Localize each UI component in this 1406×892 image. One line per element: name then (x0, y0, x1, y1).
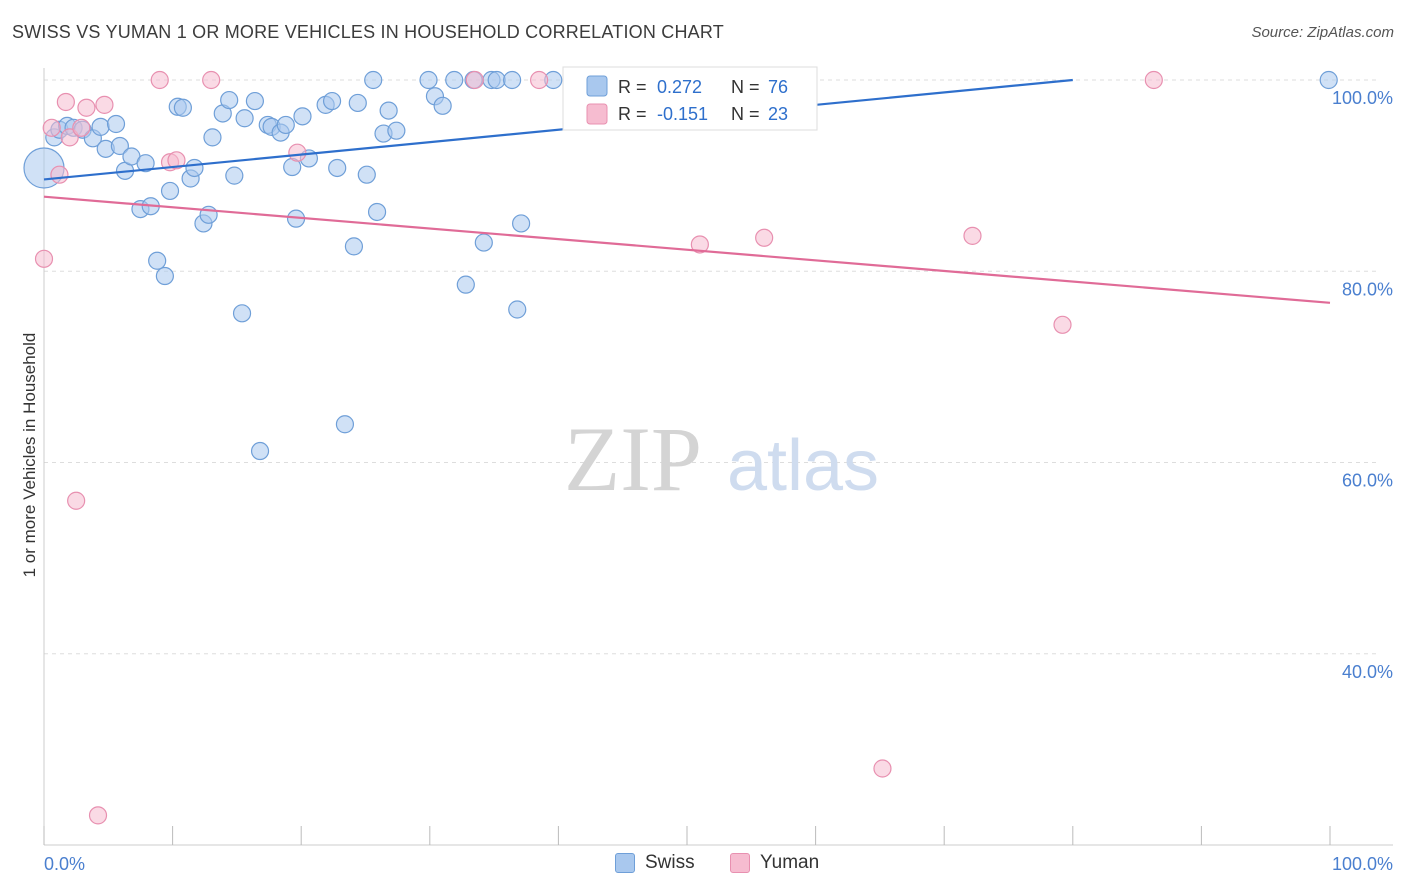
swiss-point-42 (322, 91, 342, 111)
bottom-legend: Swiss Yuman (0, 850, 1406, 880)
watermark: ZIP atlas (564, 408, 879, 510)
chart-title: SWISS VS YUMAN 1 OR MORE VEHICLES IN HOU… (12, 22, 724, 42)
yuman-point-6 (72, 118, 91, 137)
yuman-point-0 (34, 249, 54, 268)
yuman-point-21 (1053, 315, 1072, 334)
yuman-point-9 (95, 95, 114, 114)
legend-swatch-yuman-bottom (730, 853, 750, 873)
legend-label-swiss: Swiss (645, 852, 695, 873)
swiss-point-30 (235, 109, 254, 128)
legend-row-swiss: R = 0.272 N = 76 (586, 75, 788, 97)
swiss-point-44 (335, 415, 355, 434)
yuman-point-18 (755, 228, 774, 247)
swiss-point-64 (512, 214, 531, 233)
yuman-point-16 (530, 70, 549, 90)
yuman-point-8 (88, 806, 108, 825)
legend-item-swiss: Swiss (615, 852, 695, 874)
watermark-zip: ZIP (564, 408, 702, 510)
swiss-point-32 (250, 441, 270, 461)
swiss-point-22 (185, 158, 204, 178)
swiss-point-17 (155, 266, 174, 286)
x-tick-label-0: 0.0% (44, 854, 85, 874)
yuman-point-19 (873, 759, 892, 778)
yuman-point-20 (963, 226, 982, 245)
legend-swatch-yuman (586, 103, 608, 125)
swiss-point-51 (379, 101, 398, 120)
legend-n-value-yuman: 23 (768, 104, 788, 124)
yuman-point-15 (465, 70, 484, 90)
y-tick-label-40: 40.0% (1342, 662, 1393, 682)
swiss-point-28 (225, 166, 244, 185)
swiss-point-59 (474, 233, 493, 252)
swiss-point-61 (487, 70, 506, 90)
swiss-point-10 (110, 136, 129, 156)
yuman-point-2 (50, 165, 69, 184)
yuman-point-10 (150, 70, 169, 90)
swiss-point-25 (203, 128, 222, 147)
swiss-point-48 (364, 70, 383, 90)
yuman-point-13 (202, 70, 221, 90)
swiss-point-53 (419, 70, 438, 90)
swiss-point-27 (220, 90, 239, 110)
swiss-trend-line (43, 78, 1073, 181)
yuman-point-14 (288, 143, 307, 162)
yuman-point-22 (1144, 70, 1163, 90)
yuman-point-7 (77, 98, 96, 117)
swiss-point-18 (160, 181, 180, 201)
x-tick-label-100: 100.0% (1332, 854, 1393, 874)
yuman-trend-line (43, 195, 1331, 304)
y-tick-label-100: 100.0% (1332, 88, 1393, 108)
legend-n-label-yuman: N = (731, 104, 760, 124)
grid-lines (44, 79, 1380, 655)
trend-lines (43, 78, 1331, 304)
swiss-point-52 (387, 121, 406, 140)
legend-swatch-swiss (586, 75, 608, 97)
swiss-point-31 (245, 91, 265, 111)
swiss-point-75 (1319, 70, 1338, 90)
legend-r-value-yuman: -0.151 (657, 104, 708, 124)
yuman-point-1 (42, 118, 61, 137)
swiss-point-45 (344, 237, 364, 256)
y-axis-label: 1 or more Vehicles in Household (20, 333, 39, 578)
yuman-point-12 (167, 151, 186, 170)
yuman-point-17 (690, 235, 709, 254)
legend-n-label-swiss: N = (731, 77, 760, 97)
swiss-point-63 (508, 300, 527, 319)
swiss-point-46 (348, 93, 367, 113)
watermark-atlas: atlas (727, 426, 879, 506)
legend-r-label-swiss: R = (618, 77, 647, 97)
yuman-point-3 (56, 92, 75, 112)
swiss-point-29 (232, 304, 252, 323)
legend-row-yuman: R = -0.151 N = 23 (586, 103, 788, 125)
tick-labels: 40.0% 60.0% 80.0% 100.0% 0.0% 100.0% (44, 88, 1393, 874)
legend-r-label-yuman: R = (618, 104, 647, 124)
swiss-point-56 (445, 70, 464, 90)
legend-swatch-swiss-bottom (615, 853, 635, 873)
swiss-point-47 (357, 165, 376, 184)
legend-item-yuman: Yuman (730, 852, 819, 874)
swiss-point-62 (503, 70, 522, 90)
y-tick-label-60: 60.0% (1342, 471, 1393, 491)
legend-n-value-swiss: 76 (768, 77, 788, 97)
swiss-point-16 (148, 251, 167, 270)
swiss-point-7 (91, 117, 110, 136)
source-label: Source: ZipAtlas.com (1251, 24, 1394, 41)
swiss-point-39 (293, 107, 312, 126)
swiss-point-14 (136, 154, 155, 173)
swiss-point-43 (328, 158, 347, 178)
yuman-point-5 (67, 491, 86, 510)
swiss-point-49 (367, 202, 387, 222)
swiss-point-20 (173, 98, 192, 117)
legend-label-yuman: Yuman (760, 852, 820, 873)
swiss-point-57 (456, 275, 475, 294)
swiss-point-55 (433, 96, 452, 115)
legend-r-value-swiss: 0.272 (657, 77, 702, 97)
axes (43, 68, 1393, 846)
legend-box: R = 0.272 N = 76 R = -0.151 N = 23 (562, 66, 818, 131)
swiss-point-9 (106, 114, 126, 134)
swiss-point-36 (276, 115, 295, 135)
y-tick-label-80: 80.0% (1342, 279, 1393, 299)
